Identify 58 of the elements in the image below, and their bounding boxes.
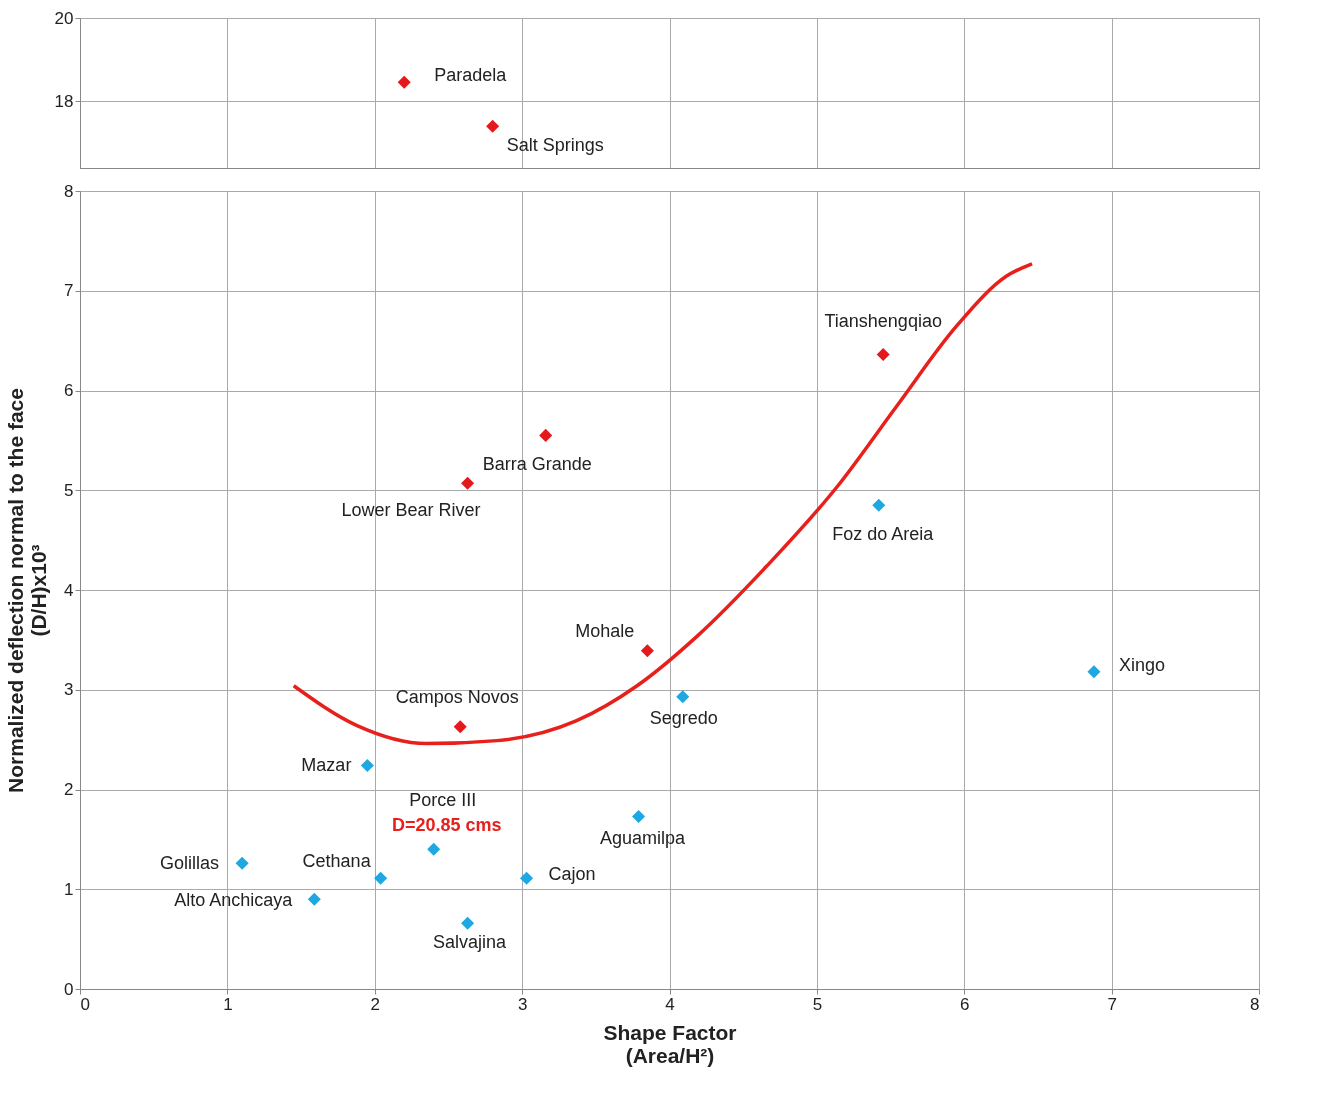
y-tick-label: 0 (64, 979, 74, 999)
y-tick-label: 8 (64, 181, 74, 201)
point (461, 476, 475, 490)
annotation: Paradela (434, 65, 508, 86)
annotation: Tianshengqiao (824, 310, 942, 331)
point (872, 498, 886, 512)
point (876, 348, 890, 362)
annotation: Foz do Areia (832, 524, 935, 545)
point (235, 856, 249, 870)
point (374, 871, 388, 885)
annotation: Mazar (301, 754, 352, 775)
point (640, 644, 654, 658)
x-tick-label: 3 (517, 994, 528, 1014)
annotation: Aguamilpa (600, 828, 687, 849)
point (676, 690, 690, 704)
line-series (291, 262, 1034, 746)
x-tick-label: 2 (370, 994, 380, 1014)
annotation: Barra Grande (482, 454, 592, 475)
annotation: Porce III (409, 790, 477, 811)
annotation: Mohale (575, 620, 635, 641)
y-tick-label: 6 (64, 381, 74, 400)
y-tick-label: 1 (64, 879, 74, 899)
point (360, 759, 374, 773)
y-tick-label: 5 (64, 480, 74, 500)
x-tick-label: 0 (80, 994, 90, 1014)
x-tick-label: 6 (960, 994, 970, 1014)
y-axis-title: Normalized deflection normal to the face (D/H)x10³ (4, 388, 51, 793)
annotation: Cethana (302, 851, 372, 872)
point (632, 809, 646, 823)
y-tick-label: 2 (64, 780, 74, 799)
point (539, 428, 553, 442)
annotation: Lower Bear River (341, 500, 481, 521)
annotation: Xingo (1118, 654, 1165, 675)
y-tick-label: 18 (54, 91, 74, 111)
annotation: Salvajina (433, 932, 508, 953)
x-tick-label: 1 (223, 994, 233, 1014)
point (520, 871, 534, 885)
annotation: Campos Novos (395, 686, 519, 707)
annotation: Alto Anchicaya (174, 890, 294, 911)
point (453, 720, 467, 734)
y-tick-label: 7 (64, 281, 74, 301)
annotation: Segredo (649, 707, 718, 728)
point (307, 892, 321, 906)
x-axis-title: Shape Factor (Area/H²) (603, 1020, 737, 1067)
x-tick-label: 4 (665, 994, 675, 1014)
annotation: Cajon (548, 864, 596, 885)
annotation: D=20.85 cms (391, 815, 502, 836)
point (427, 842, 441, 856)
x-tick-label: 7 (1107, 994, 1117, 1014)
point (461, 916, 475, 930)
annotation: Golillas (160, 853, 220, 874)
y-tick-label: 20 (54, 8, 74, 28)
point (1087, 665, 1101, 679)
x-tick-label: 8 (1250, 994, 1260, 1014)
y-tick-label: 4 (64, 580, 74, 600)
annotation: Salt Springs (506, 135, 604, 156)
y-tick-label: 3 (64, 680, 74, 700)
x-tick-label: 5 (812, 994, 823, 1014)
